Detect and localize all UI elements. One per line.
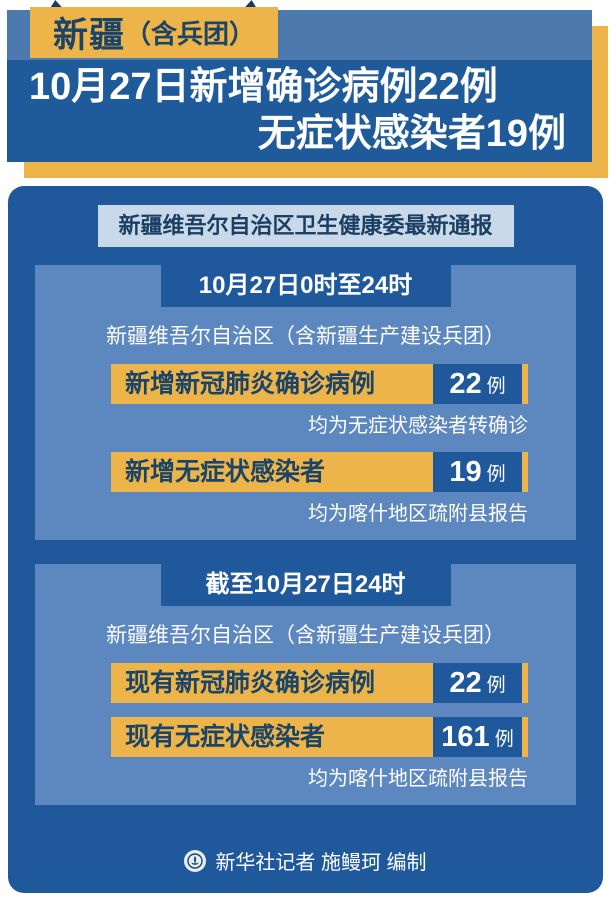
scope-line: 新疆维吾尔自治区（含新疆生产建设兵团） <box>106 624 505 647</box>
stat-value-box: 161 例 <box>433 717 522 757</box>
stat-value-box: 22 例 <box>433 364 522 404</box>
stat-end-bar <box>522 663 528 703</box>
region-badge: 新疆 （含兵团） <box>30 7 278 58</box>
banner-title: 10月27日新增确诊病例22例 无症状感染者19例 <box>7 60 592 162</box>
xinhua-logo-icon <box>184 849 207 872</box>
stat-label: 现有新冠肺炎确诊病例 <box>111 663 433 703</box>
stat-number: 19 <box>449 455 482 488</box>
stat-row: 新增无症状感染者 19 例 <box>111 452 528 492</box>
stat-row: 现有新冠肺炎确诊病例 22 例 <box>111 663 528 703</box>
stat-end-bar <box>522 364 528 404</box>
title-line-2: 无症状感染者19例 <box>257 113 566 155</box>
stat-value-box: 19 例 <box>433 452 522 492</box>
credit-text: 新华社记者 施鳗珂 编制 <box>215 852 427 874</box>
stat-end-bar <box>522 452 528 492</box>
stat-unit: 例 <box>494 728 514 750</box>
stat-end-bar <box>522 717 528 757</box>
footer-credit: 新华社记者 施鳗珂 编制 <box>8 846 603 875</box>
stat-note: 均为喀什地区疏附县报告 <box>308 503 528 525</box>
report-section-daily: 10月27日0时至24时 新疆维吾尔自治区（含新疆生产建设兵团） 新增新冠肺炎确… <box>35 265 576 540</box>
stat-note: 均为喀什地区疏附县报告 <box>308 768 528 790</box>
period-box: 截至10月27日24时 <box>160 564 451 606</box>
report-section-cumulative: 截至10月27日24时 新疆维吾尔自治区（含新疆生产建设兵团） 现有新冠肺炎确诊… <box>35 564 576 805</box>
stat-label: 新增新冠肺炎确诊病例 <box>111 364 433 404</box>
stat-number: 22 <box>449 367 482 400</box>
stat-number: 161 <box>441 720 490 753</box>
region-badge-suffix: （含兵团） <box>125 19 256 49</box>
stat-label: 现有无症状感染者 <box>111 717 433 757</box>
region-badge-name: 新疆 <box>52 16 125 55</box>
stat-value-box: 22 例 <box>433 663 522 703</box>
scope-line: 新疆维吾尔自治区（含新疆生产建设兵团） <box>106 325 505 348</box>
report-header: 新疆维吾尔自治区卫生健康委最新通报 <box>97 205 514 247</box>
stat-unit: 例 <box>486 674 506 696</box>
period-box: 10月27日0时至24时 <box>160 265 451 307</box>
report-panel: 新疆维吾尔自治区卫生健康委最新通报 10月27日0时至24时 新疆维吾尔自治区（… <box>8 186 603 893</box>
top-banner: 10月27日新增确诊病例22例 无症状感染者19例 <box>7 10 592 162</box>
stat-unit: 例 <box>486 375 506 397</box>
stat-unit: 例 <box>486 463 506 485</box>
stat-label: 新增无症状感染者 <box>111 452 433 492</box>
stat-note: 均为无症状感染者转确诊 <box>308 415 528 437</box>
stat-row: 新增新冠肺炎确诊病例 22 例 <box>111 364 528 404</box>
title-line-1: 10月27日新增确诊病例22例 <box>29 66 498 108</box>
stat-number: 22 <box>449 666 482 699</box>
stat-row: 现有无症状感染者 161 例 <box>111 717 528 757</box>
